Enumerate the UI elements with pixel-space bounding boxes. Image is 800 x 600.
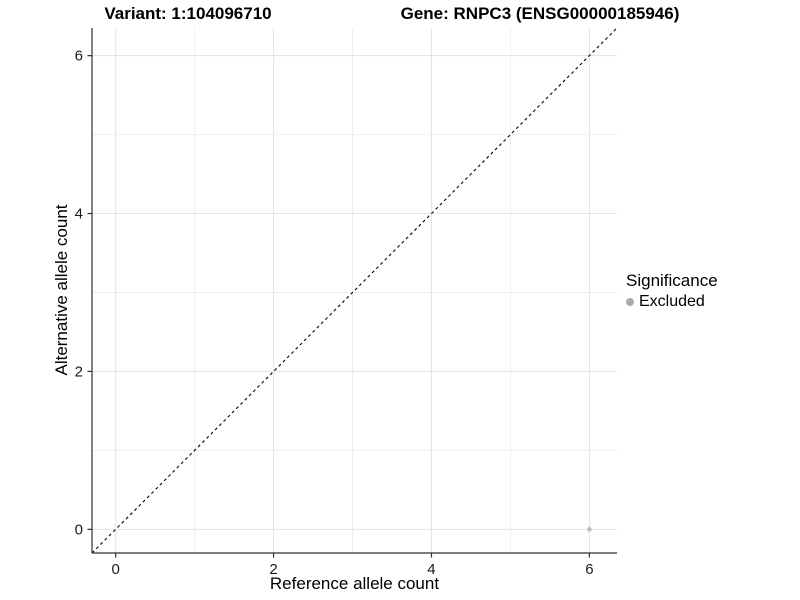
y-tick-label: 0: [75, 521, 83, 538]
x-axis-title: Reference allele count: [269, 574, 440, 593]
x-tick-label: 6: [585, 561, 593, 578]
legend-item-excluded: Excluded: [626, 293, 718, 311]
y-axis-title: Alternative allele count: [52, 204, 71, 376]
legend-item-label: Excluded: [639, 293, 705, 310]
data-point: [587, 527, 592, 532]
x-tick-label: 0: [112, 561, 120, 578]
legend-title: Significance: [626, 271, 718, 290]
variant-title: Variant: 1:104096710: [104, 4, 272, 23]
excluded-point-icon: [626, 298, 634, 306]
y-tick-label: 4: [75, 206, 83, 223]
y-tick-label: 2: [75, 363, 83, 380]
legend: Significance Excluded: [626, 271, 718, 311]
x-tick-label: 4: [427, 561, 435, 578]
y-tick-label: 6: [75, 48, 83, 65]
x-tick-label: 2: [269, 561, 277, 578]
gene-title: Gene: RNPC3 (ENSG00000185946): [400, 4, 680, 23]
